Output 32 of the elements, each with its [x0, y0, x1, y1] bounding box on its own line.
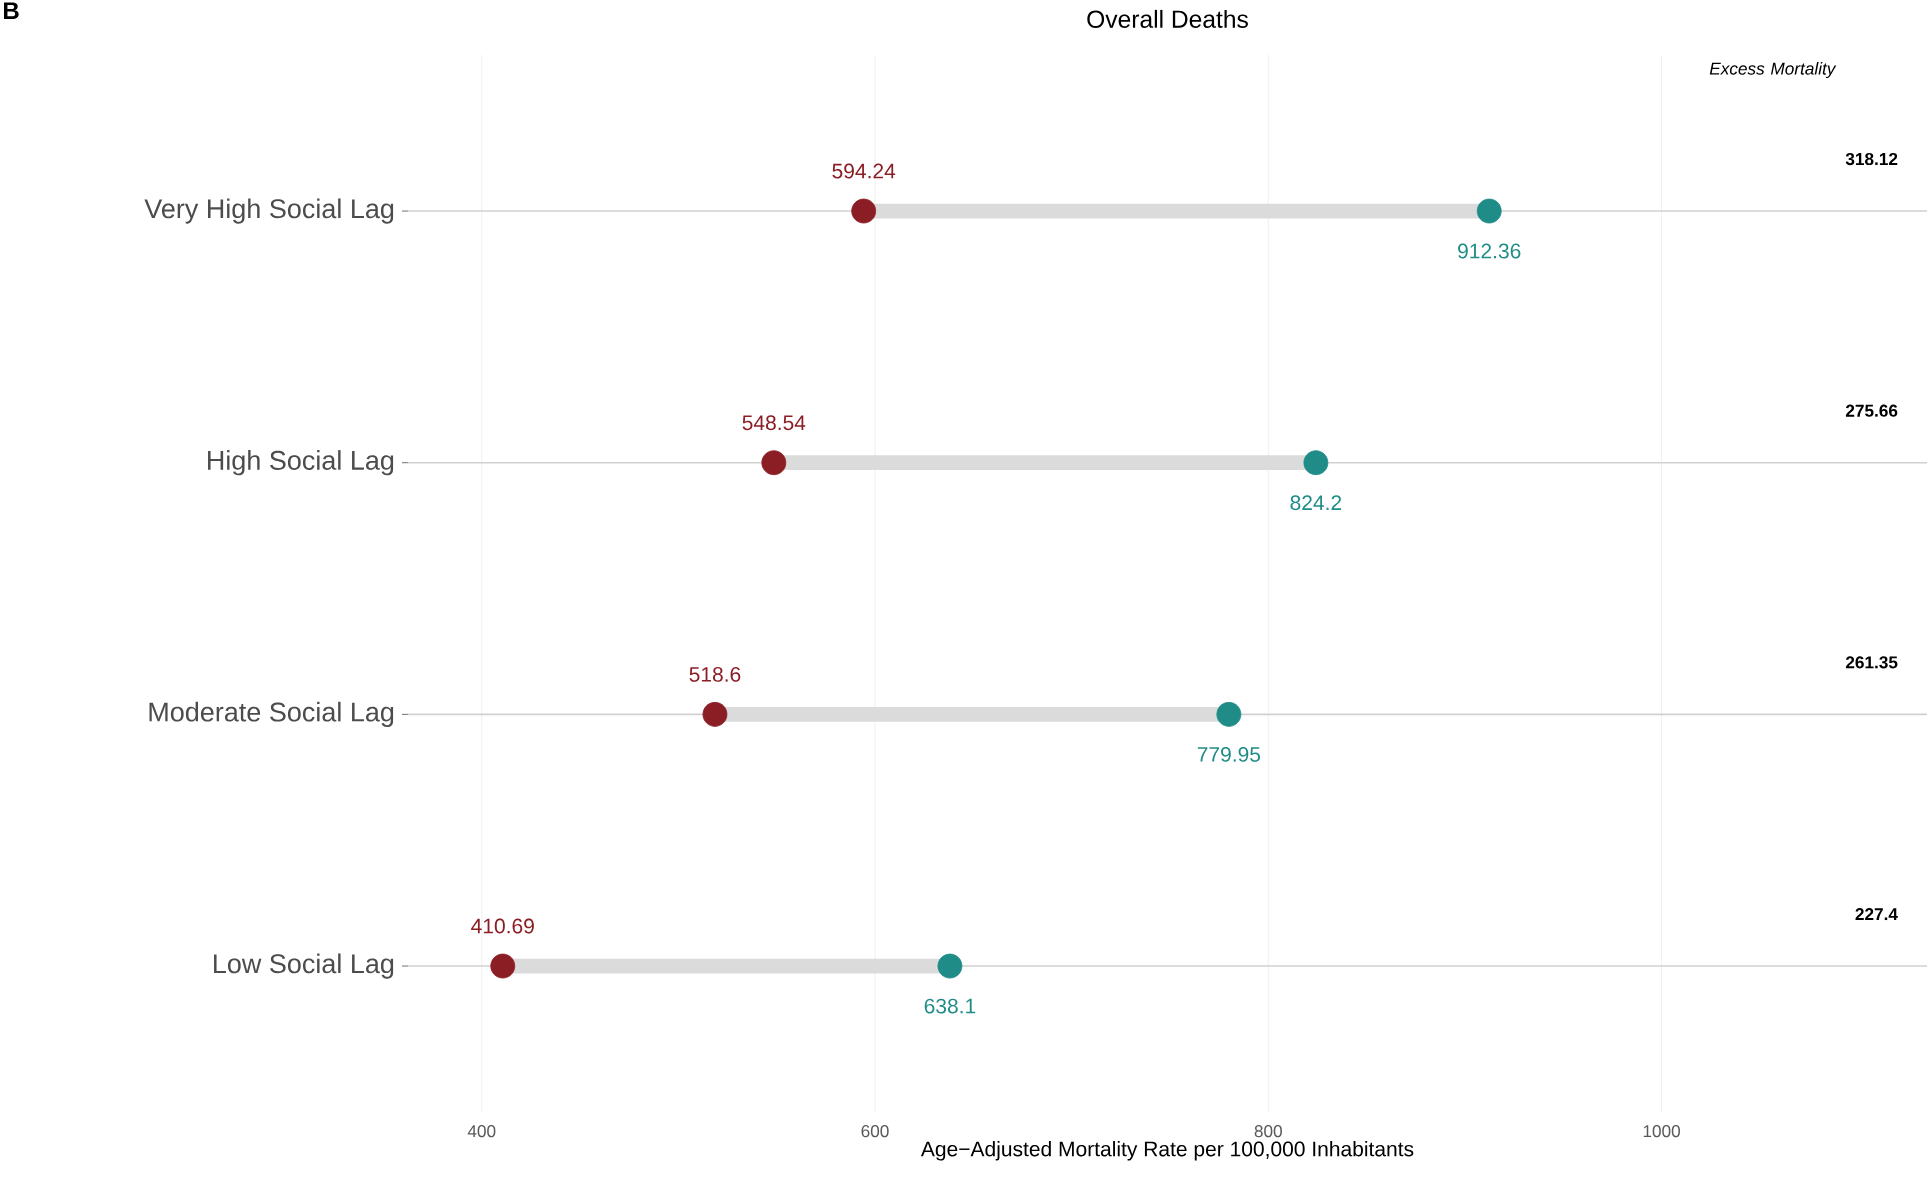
x-axis-title: Age−Adjusted Mortality Rate per 100,000 Inhabitants	[920, 1140, 1414, 1161]
x-tick-label: 1000	[1643, 1125, 1680, 1138]
data-label: 518.6	[689, 666, 741, 682]
point	[1216, 701, 1242, 727]
point	[490, 953, 516, 979]
point	[761, 450, 787, 476]
data-label: 638.1	[924, 998, 976, 1014]
point	[851, 198, 877, 224]
text: B	[4, 2, 19, 19]
annotation: 227.4	[1855, 908, 1898, 921]
annotation: 275.66	[1845, 404, 1898, 417]
data-label: 779.95	[1197, 746, 1261, 762]
point	[702, 701, 728, 727]
x-tick-label: 800	[1254, 1125, 1282, 1138]
annotation: 318.12	[1845, 152, 1898, 166]
data-label: 410.69	[471, 918, 534, 934]
annotation: 261.35	[1845, 656, 1898, 669]
x-tick-label: 400	[467, 1125, 496, 1138]
data-label: 594.24	[832, 163, 896, 179]
x-tick-label: 600	[861, 1125, 889, 1138]
data-label: 912.36	[1458, 243, 1521, 259]
annotation: Excess Mortality	[1709, 62, 1837, 79]
data-label: 824.2	[1290, 495, 1342, 511]
y-tick-label: High Social Lag	[208, 450, 394, 476]
point	[937, 953, 963, 979]
point	[1303, 450, 1329, 476]
y-tick-label: Moderate Social Lag	[149, 701, 394, 727]
y-tick-label: Very High Social Lag	[144, 198, 394, 224]
point	[1476, 198, 1502, 224]
data-label: 548.54	[742, 415, 806, 431]
chart-title: Overall Deaths	[1087, 9, 1248, 28]
y-tick-label: Low Social Lag	[214, 953, 394, 979]
